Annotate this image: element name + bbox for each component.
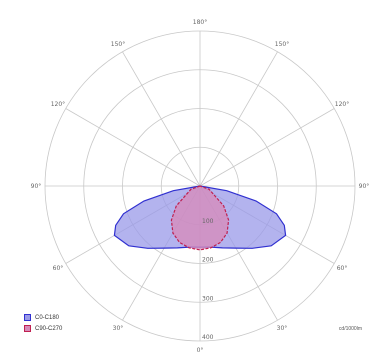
angle-tick-label: 180°	[193, 19, 207, 26]
grid-spoke	[65, 108, 201, 187]
angle-tick-label: 0°	[197, 347, 204, 354]
angle-tick-label: 120°	[51, 101, 65, 108]
legend-item-c90-c270: C90-C270	[24, 325, 62, 332]
grid-spoke	[199, 51, 278, 187]
grid-spoke	[199, 108, 335, 187]
angle-tick-label: 30°	[113, 325, 124, 332]
units-label: cd/1000lm	[338, 326, 362, 332]
angle-tick-label: 150°	[111, 41, 125, 48]
angle-tick-label: 90°	[31, 183, 42, 190]
legend-item-c0-c180: C0-C180	[24, 314, 59, 321]
angle-tick-label: 90°	[359, 183, 370, 190]
radial-tick-label: 300	[202, 295, 214, 302]
series-c90-c270	[170, 185, 230, 251]
legend-swatch	[24, 314, 31, 321]
angle-tick-label: 30°	[277, 325, 288, 332]
angle-tick-label: 150°	[275, 41, 289, 48]
legend-label: C0-C180	[35, 314, 60, 321]
radial-tick-label: 100	[202, 218, 214, 225]
angle-tick-label: 60°	[53, 265, 64, 272]
radial-tick-label: 400	[202, 334, 214, 341]
angle-tick-label: 120°	[335, 101, 349, 108]
series-group	[113, 185, 287, 251]
axis-labels: 100 200 300 400 0° 30° 60° 90° 120° 150° 180° 150° 1…	[31, 19, 370, 354]
angle-tick-label: 60°	[337, 265, 348, 272]
legend-label: C90-C270	[35, 325, 63, 332]
radial-tick-label: 200	[202, 257, 214, 264]
grid-spoke	[122, 51, 201, 187]
legend-swatch	[24, 325, 31, 332]
